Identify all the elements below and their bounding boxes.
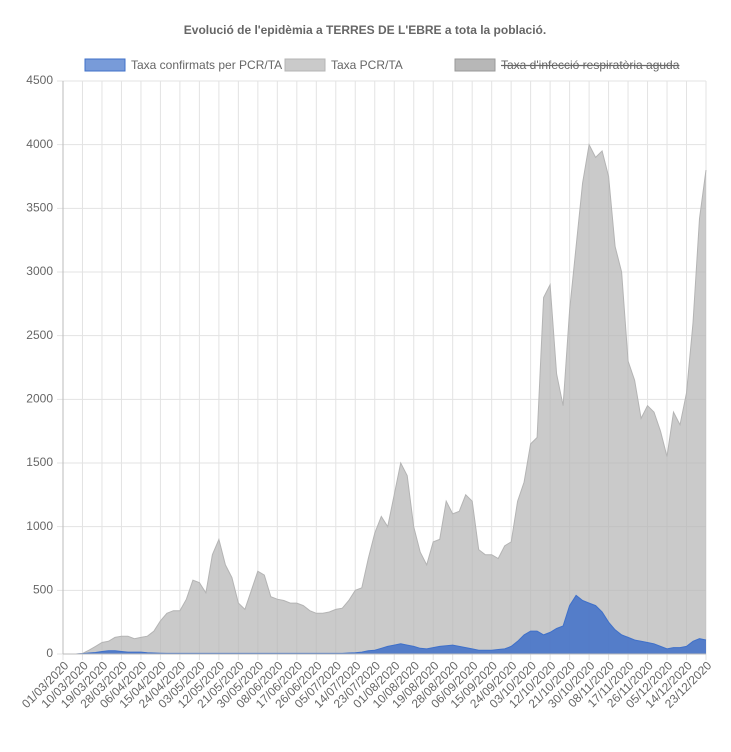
y-tick-label: 500 [33,583,53,597]
legend-swatch [284,58,326,72]
y-tick-label: 4000 [26,137,53,151]
legend-label: Taxa PCR/TA [331,58,403,72]
y-tick-label: 2500 [26,328,53,342]
legend-label: Taxa confirmats per PCR/TA [131,58,282,72]
chart-title: Evolució de l'epidèmia a TERRES DE L'EBR… [184,23,546,37]
y-tick-label: 2000 [26,392,53,406]
y-tick-label: 3500 [26,201,53,215]
area-fill [63,144,706,654]
legend-swatch [84,58,126,72]
y-tick-label: 1500 [26,455,53,469]
legend-label: Taxa d'infecció respiratòria aguda [501,58,680,72]
y-tick-label: 1000 [26,519,53,533]
area-fill [63,595,706,654]
series-line [63,594,707,655]
y-tick-label: 3000 [26,264,53,278]
y-tick-label: 0 [46,646,53,660]
legend-swatch [454,58,496,72]
y-tick-label: 4500 [26,73,53,87]
series-line [63,143,707,655]
